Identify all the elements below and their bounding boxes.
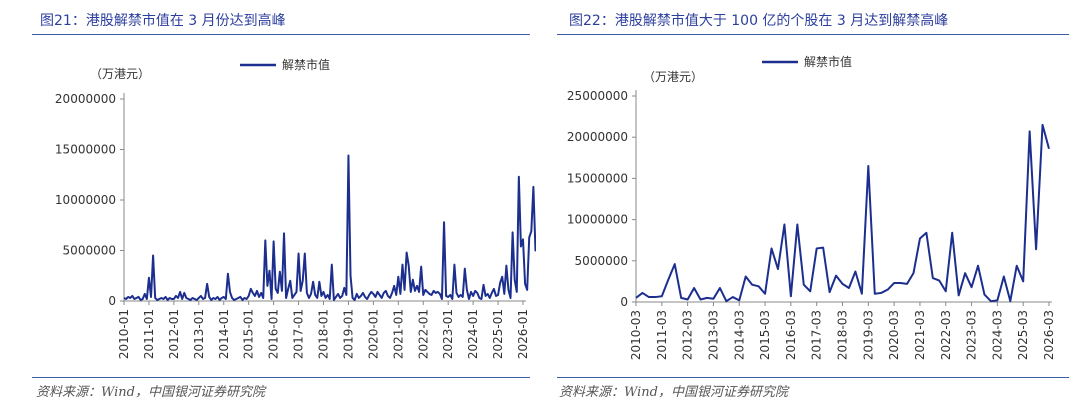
unlock-value-chart: 0 5000000 10000000 15000000 20000000 2010-01 2… xyxy=(55,57,536,359)
x-tick-label: 2011-03 xyxy=(655,310,669,360)
x-tick-label: 2019-03 xyxy=(861,310,875,360)
legend-label: 解禁市值 xyxy=(804,54,852,69)
x-tick-label: 2013-01 xyxy=(192,309,206,359)
x-tick-label: 2015-03 xyxy=(758,310,772,360)
x-tick-label: 2026-01 xyxy=(516,309,530,359)
x-tick-label: 2012-01 xyxy=(167,309,181,359)
x-tick-label: 2018-01 xyxy=(317,309,331,359)
x-tick-label: 2019-01 xyxy=(341,309,355,359)
x-tick-label: 2024-03 xyxy=(990,310,1004,360)
x-tick-label: 2010-01 xyxy=(117,309,131,359)
y-tick-label: 15000000 xyxy=(55,143,116,157)
figure-title: 图22：港股解禁市值大于 100 亿的个股在 3 月达到解禁高峰 xyxy=(569,13,949,29)
figure-title: 图21：港股解禁市值在 3 月份达到高峰 xyxy=(40,13,286,29)
x-tick-label: 2025-01 xyxy=(491,309,505,359)
x-tick-label: 2022-03 xyxy=(939,310,953,360)
legend-label: 解禁市值 xyxy=(282,57,330,72)
y-tick-label: 5000000 xyxy=(63,244,116,258)
x-tick-label: 2012-03 xyxy=(681,310,695,360)
x-tick-label: 2022-01 xyxy=(416,309,430,359)
y-tick-label: 0 xyxy=(620,295,628,309)
x-tick-label: 2016-03 xyxy=(784,310,798,360)
y-axis-unit-label: （万港元） xyxy=(643,70,703,84)
x-tick-label: 2020-01 xyxy=(366,309,380,359)
x-tick-label: 2010-03 xyxy=(629,310,643,360)
y-tick-label: 0 xyxy=(108,294,116,308)
y-tick-label: 5000000 xyxy=(575,254,628,268)
x-tick-label: 2020-03 xyxy=(887,310,901,360)
y-tick-label: 25000000 xyxy=(567,89,628,103)
x-tick-label: 2021-03 xyxy=(913,310,927,360)
y-tick-label: 10000000 xyxy=(55,193,116,207)
x-tick-label: 2023-01 xyxy=(441,309,455,359)
x-tick-label: 2017-01 xyxy=(292,309,306,359)
x-tick-label: 2016-01 xyxy=(267,309,281,359)
x-tick-label: 2021-01 xyxy=(391,309,405,359)
series-line-unlock-value xyxy=(635,123,1050,303)
figure-22: 图22：港股解禁市值大于 100 亿的个股在 3 月达到解禁高峰 0 500000… xyxy=(547,0,1078,406)
x-tick-label: 2024-01 xyxy=(466,309,480,359)
x-tick-label: 2014-03 xyxy=(732,310,746,360)
title-rule xyxy=(32,34,530,35)
y-tick-label: 10000000 xyxy=(567,213,628,227)
x-tick-label: 2015-01 xyxy=(242,309,256,359)
source-note: 资料来源：Wind，中国银河证券研究院 xyxy=(559,385,788,400)
x-tick-label: 2023-03 xyxy=(965,310,979,360)
x-tick-label: 2018-03 xyxy=(836,310,850,360)
y-tick-label: 15000000 xyxy=(567,171,628,185)
x-tick-label: 2017-03 xyxy=(810,310,824,360)
x-tick-label: 2026-03 xyxy=(1042,310,1056,360)
source-note: 资料来源：Wind，中国银河证券研究院 xyxy=(36,385,265,400)
source-rule xyxy=(557,377,1069,378)
x-tick-label: 2013-03 xyxy=(706,310,720,360)
x-tick-label: 2011-01 xyxy=(142,309,156,359)
source-rule xyxy=(32,377,530,378)
figure-21: 图21：港股解禁市值在 3 月份达到高峰 0 5000000 10000000 150… xyxy=(0,0,536,406)
large-unlock-value-chart: 0 5000000 10000000 15000000 20000000 25000000… xyxy=(567,54,1056,360)
y-tick-label: 20000000 xyxy=(567,130,628,144)
y-axis-unit-label: （万港元） xyxy=(90,67,150,81)
series-line-unlock-value xyxy=(123,154,536,301)
x-tick-label: 2025-03 xyxy=(1016,310,1030,360)
x-tick-label: 2014-01 xyxy=(217,309,231,359)
title-rule xyxy=(557,34,1069,35)
y-tick-label: 20000000 xyxy=(55,92,116,106)
